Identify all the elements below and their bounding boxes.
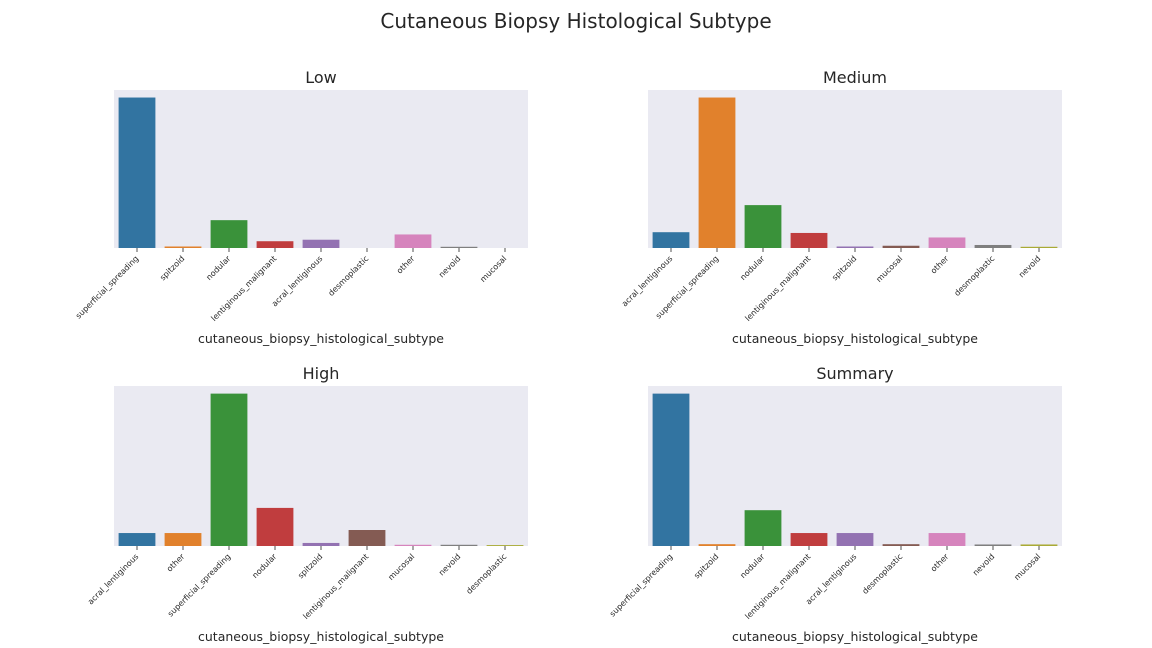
bar-medium-acral-lentiginous bbox=[652, 232, 690, 248]
x-tick-label: superficial_spreading bbox=[74, 254, 140, 320]
x-tick-label: mucosal bbox=[874, 254, 904, 284]
x-tick-label: other bbox=[929, 254, 951, 276]
bar-low-lentiginous-malignant bbox=[256, 241, 294, 248]
bar-summary-lentiginous-malignant bbox=[790, 533, 828, 546]
bar-high-mucosal bbox=[394, 544, 432, 546]
x-tick-label: nodular bbox=[738, 254, 766, 282]
bar-summary-other bbox=[928, 533, 966, 546]
subplot-title-summary: Summary bbox=[816, 364, 893, 383]
plot-area-summary bbox=[648, 386, 1062, 546]
x-tick-label: other bbox=[395, 254, 417, 276]
bar-medium-nodular bbox=[744, 205, 782, 248]
bar-low-nevoid bbox=[440, 246, 478, 248]
bar-summary-superficial-spreading bbox=[652, 393, 690, 546]
x-tick-label: mucosal bbox=[1012, 552, 1042, 582]
x-tick-label: other bbox=[165, 552, 187, 574]
x-tick-label: spitzoid bbox=[830, 254, 858, 282]
x-tick-label: desmoplastic bbox=[953, 254, 997, 298]
x-tick-label: desmoplastic bbox=[465, 552, 509, 596]
x-tick-label: spitzoid bbox=[296, 552, 324, 580]
x-axis-label-low: cutaneous_biopsy_histological_subtype bbox=[198, 331, 444, 346]
subplot-summary: Summary superficial_spreading spitzoid nodu… bbox=[608, 364, 1062, 644]
x-tick-label: acral_lentiginous bbox=[270, 254, 324, 308]
bar-low-other bbox=[394, 234, 432, 248]
x-tick-label: nevoid bbox=[1017, 254, 1042, 279]
subplot-medium: Mediumacral_lentiginoussuperficial_sprea… bbox=[620, 68, 1062, 346]
bar-summary-nodular bbox=[744, 510, 782, 546]
x-tick-label: nodular bbox=[738, 552, 766, 580]
x-tick-label: mucosal bbox=[386, 552, 416, 582]
bar-medium-superficial-spreading bbox=[698, 97, 736, 249]
bar-medium-other bbox=[928, 237, 966, 248]
x-tick-label: superficial_spreading bbox=[608, 552, 674, 618]
bar-medium-nevoid bbox=[1020, 246, 1058, 248]
x-tick-label: other bbox=[929, 552, 951, 574]
bar-low-spitzoid bbox=[164, 246, 202, 248]
bar-low-nodular bbox=[210, 220, 248, 248]
x-tick-label: desmoplastic bbox=[861, 552, 905, 596]
bar-high-superficial-spreading bbox=[210, 393, 248, 546]
bar-high-nevoid bbox=[440, 544, 478, 546]
x-tick-label: acral_lentiginous bbox=[86, 552, 140, 606]
subplot-title-medium: Medium bbox=[823, 68, 887, 87]
bar-summary-mucosal bbox=[1020, 544, 1058, 546]
bar-low-superficial-spreading bbox=[118, 97, 156, 249]
bar-medium-spitzoid bbox=[836, 246, 874, 248]
bar-high-nodular bbox=[256, 507, 294, 546]
bar-high-acral-lentiginous bbox=[118, 533, 156, 546]
bar-low-acral-lentiginous bbox=[302, 239, 340, 248]
x-axis-label-high: cutaneous_biopsy_histological_subtype bbox=[198, 629, 444, 644]
bar-high-spitzoid bbox=[302, 542, 340, 546]
x-tick-label: nevoid bbox=[437, 552, 462, 577]
x-tick-label: acral_lentiginous bbox=[804, 552, 858, 606]
subplot-title-low: Low bbox=[305, 68, 337, 87]
x-tick-label: nevoid bbox=[971, 552, 996, 577]
x-tick-label: mucosal bbox=[478, 254, 508, 284]
x-tick-label: desmoplastic bbox=[327, 254, 371, 298]
bar-high-desmoplastic bbox=[486, 545, 524, 546]
x-tick-label: nodular bbox=[250, 552, 278, 580]
bar-medium-mucosal bbox=[882, 245, 920, 248]
x-tick-label: acral_lentiginous bbox=[620, 254, 674, 308]
bar-medium-desmoplastic bbox=[974, 244, 1012, 248]
bar-high-lentiginous-malignant bbox=[348, 530, 386, 546]
bar-summary-spitzoid bbox=[698, 544, 736, 546]
subplot-title-high: High bbox=[303, 364, 340, 383]
bar-summary-nevoid bbox=[974, 544, 1012, 546]
x-tick-label: spitzoid bbox=[158, 254, 186, 282]
x-axis-label-summary: cutaneous_biopsy_histological_subtype bbox=[732, 629, 978, 644]
x-axis-label-medium: cutaneous_biopsy_histological_subtype bbox=[732, 331, 978, 346]
bar-medium-lentiginous-malignant bbox=[790, 232, 828, 248]
x-tick-label: nevoid bbox=[437, 254, 462, 279]
bar-summary-acral-lentiginous bbox=[836, 533, 874, 546]
figure-title: Cutaneous Biopsy Histological Subtype bbox=[380, 9, 771, 33]
x-tick-label: nodular bbox=[204, 254, 232, 282]
plot-area-low bbox=[114, 90, 528, 248]
bar-high-other bbox=[164, 533, 202, 546]
plot-area-high bbox=[114, 386, 528, 546]
x-tick-label: spitzoid bbox=[692, 552, 720, 580]
bar-summary-desmoplastic bbox=[882, 544, 920, 546]
